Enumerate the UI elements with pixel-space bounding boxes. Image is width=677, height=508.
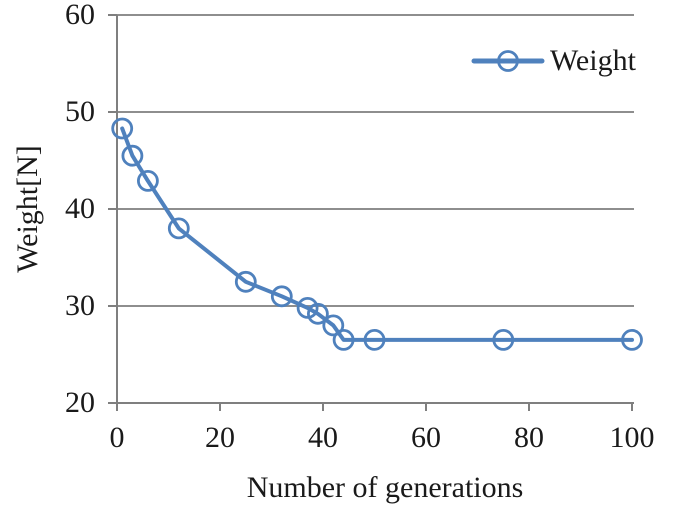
y-tick-label-60: 60 [65,0,95,31]
y-tick-label-30: 30 [65,289,95,322]
data-point-marker [332,328,355,351]
x-tick-label-20: 20 [205,421,235,454]
data-point-marker [167,217,190,240]
x-tick-label-40: 40 [308,421,338,454]
x-tick-label-60: 60 [411,421,441,454]
data-point-marker [270,285,293,308]
legend-label: Weight [550,44,636,77]
y-tick-label-20: 20 [65,386,95,419]
data-point-marker [136,169,159,192]
series-line-weight [120,126,634,342]
data-point-marker [322,314,345,337]
x-tick-label-0: 0 [109,421,125,454]
x-tick-label-100: 100 [609,421,655,454]
data-point-marker [111,117,134,140]
x-tick-label-80: 80 [514,421,544,454]
data-point-marker [121,144,144,167]
y-tick-label-50: 50 [65,95,95,128]
x-axis-title: Number of generations [246,471,524,504]
data-point-marker [492,328,515,351]
legend-marker-icon [497,50,519,72]
y-tick-label-40: 40 [65,192,95,225]
data-point-marker [296,296,319,319]
data-point-marker [306,302,329,325]
data-point-marker [363,328,386,351]
data-point-marker [621,328,643,351]
data-point-marker [234,270,257,293]
